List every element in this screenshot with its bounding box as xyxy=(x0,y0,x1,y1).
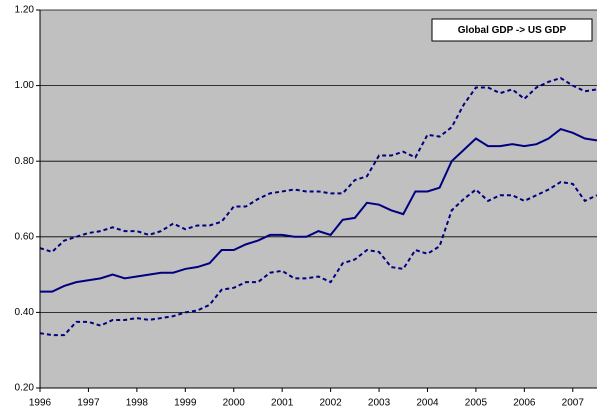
y-tick-label: 1.20 xyxy=(15,5,35,16)
x-tick-label: 1996 xyxy=(29,398,52,409)
series-line xyxy=(39,180,597,337)
x-tick-label: 2000 xyxy=(223,398,246,409)
x-tick-label: 2004 xyxy=(416,398,439,409)
x-tick-label: 2007 xyxy=(562,398,585,409)
lines xyxy=(39,76,597,337)
series-line xyxy=(39,76,597,254)
chart-title: Global GDP -> US GDP xyxy=(458,25,567,36)
y-tick-label: 0.20 xyxy=(15,383,35,394)
x-tick-label: 2006 xyxy=(513,398,536,409)
y-tick-label: 0.60 xyxy=(15,231,35,242)
title-box xyxy=(431,18,593,42)
x-tick-label: 2005 xyxy=(465,398,488,409)
y-tick-label: 1.00 xyxy=(15,80,35,91)
y-tick-label: 0.40 xyxy=(15,307,35,318)
x-tick-label: 2001 xyxy=(271,398,294,409)
x-tick-label: 1998 xyxy=(126,398,149,409)
x-tick-label: 1999 xyxy=(174,398,197,409)
x-tick-label: 2002 xyxy=(319,398,342,409)
x-tick-label: 2003 xyxy=(368,398,391,409)
series-line xyxy=(40,127,597,293)
x-tick-label: 1997 xyxy=(77,398,100,409)
plot-area xyxy=(40,10,597,388)
y-tick-label: 0.80 xyxy=(15,156,35,167)
